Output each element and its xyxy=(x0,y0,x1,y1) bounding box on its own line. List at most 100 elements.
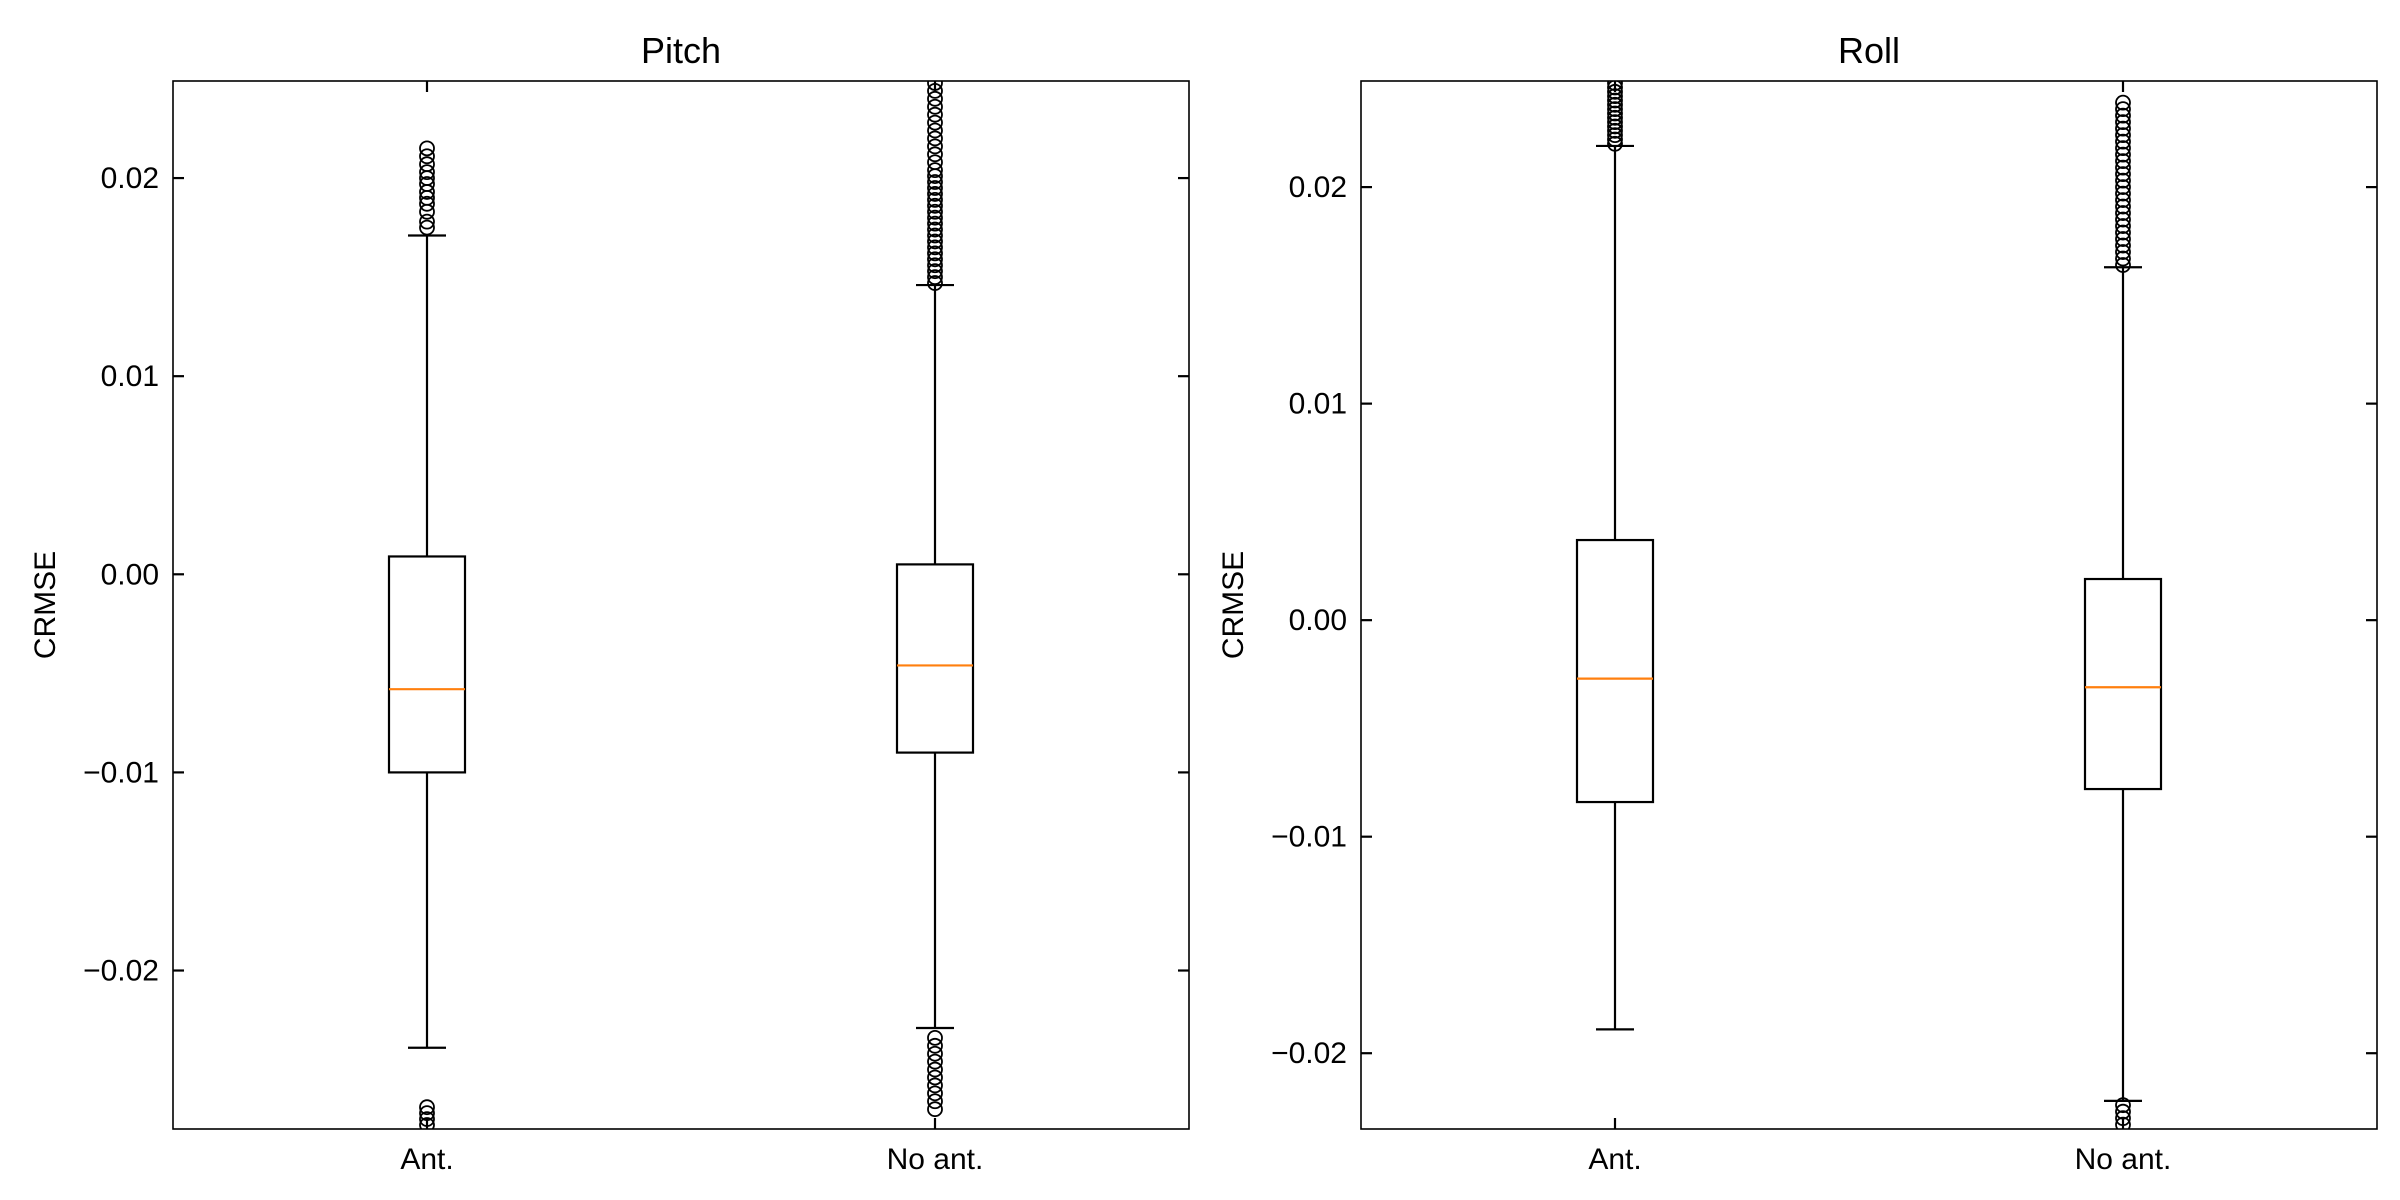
pitch-no-ant-outlier-point xyxy=(927,257,943,274)
pitch-ant-box xyxy=(387,555,467,774)
pitch-no-ant-outlier-point xyxy=(927,197,943,214)
roll-ant-outlier-point xyxy=(1607,105,1623,122)
pitch-no-ant-outlier-point xyxy=(927,221,943,238)
roll-ant-outlier-point xyxy=(1607,81,1623,92)
pitch-no-ant-outlier-point xyxy=(927,1101,943,1118)
roll-no-ant-outlier-point xyxy=(2115,224,2131,241)
roll-y-axis-label: CRMSE xyxy=(1217,551,1250,659)
roll-ant-outlier-point xyxy=(1607,118,1623,135)
pitch-no-ant-outlier-point xyxy=(927,1029,943,1046)
pitch-y-tick-label: 0.00 xyxy=(101,558,159,591)
roll-no-ant-outlier-point xyxy=(2115,146,2131,163)
roll-no-ant-outlier-point xyxy=(2115,159,2131,176)
roll-y-tick-label: 0.01 xyxy=(1289,388,1347,421)
pitch-y-tick-label: −0.02 xyxy=(83,955,159,988)
pitch-no-ant-outlier-point xyxy=(927,180,943,196)
pitch-ant-outlier-point xyxy=(419,1111,435,1127)
pitch-ant-outlier-point xyxy=(419,176,435,192)
roll-no-ant-outlier-point xyxy=(2115,237,2131,254)
pitch-no-ant-outlier-point xyxy=(927,1045,943,1062)
pitch-ant-outlier-point xyxy=(419,140,435,157)
pitch-no-ant-outlier-point xyxy=(927,1085,943,1102)
pitch-no-ant-outlier-point xyxy=(927,233,943,250)
pitch-no-ant-box xyxy=(895,563,975,754)
roll-no-ant-outlier-point xyxy=(2115,140,2131,157)
pitch-no-ant-outlier-point xyxy=(927,263,943,280)
roll-no-ant-outlier-point xyxy=(2115,127,2131,144)
roll-x-tick-label: Ant. xyxy=(1588,1143,1641,1176)
pitch-no-ant-outlier-point xyxy=(927,186,943,202)
pitch-x-tick-label: No ant. xyxy=(887,1143,984,1176)
pitch-x-tick-label: Ant. xyxy=(400,1143,453,1176)
pitch-no-ant-outlier-point xyxy=(927,269,943,286)
pitch-no-ant-outlier-point xyxy=(927,251,943,268)
roll-no-ant-outlier-point xyxy=(2115,120,2131,137)
roll-no-ant-outlier-point xyxy=(2115,198,2131,215)
pitch-y-tick-label: 0.01 xyxy=(101,360,159,393)
roll-no-ant-outlier-point xyxy=(2115,205,2131,221)
pitch-no-ant-outlier-point xyxy=(927,245,943,262)
roll-ant-outlier-point xyxy=(1607,122,1623,139)
pitch-no-ant-outlier-point xyxy=(927,1093,943,1110)
pitch-ant-outlier-point xyxy=(419,203,435,220)
roll-y-tick-label: 0.02 xyxy=(1289,171,1347,204)
roll-y-tick-label: −0.02 xyxy=(1271,1037,1347,1070)
roll-no-ant-outlier-point xyxy=(2115,244,2131,260)
pitch-no-ant-outlier-point xyxy=(927,114,943,131)
pitch-no-ant-outlier-point xyxy=(927,122,943,139)
pitch-y-axis-label: CRMSE xyxy=(29,551,62,659)
roll-ant-outlier-point xyxy=(1607,114,1623,131)
roll-chart-title: Roll xyxy=(1838,30,1900,71)
pitch-no-ant-outlier-point xyxy=(927,83,943,99)
pitch-no-ant-outlier-point xyxy=(927,209,943,226)
pitch-ant-outlier-point xyxy=(419,156,435,173)
pitch-no-ant-outlier-point xyxy=(927,239,943,256)
pitch-no-ant-outlier-point xyxy=(927,106,943,123)
roll-no-ant-outlier-point xyxy=(2115,1103,2131,1120)
pitch-y-tick-label: 0.02 xyxy=(101,162,159,195)
pitch-no-ant-outlier-point xyxy=(927,174,943,190)
pitch-no-ant-outlier-point xyxy=(927,98,943,115)
pitch-ant-outlier-point xyxy=(419,1105,435,1122)
roll-no-ant-outlier-point xyxy=(2115,185,2131,202)
roll-ant-outlier-point xyxy=(1607,92,1623,109)
roll-y-tick-label: −0.01 xyxy=(1271,821,1347,854)
pitch-no-ant-outlier-point xyxy=(927,1037,943,1054)
roll-no-ant-outlier-point xyxy=(2115,257,2131,273)
roll-no-ant-outlier-point xyxy=(2115,114,2131,131)
pitch-chart-title: Pitch xyxy=(641,30,721,71)
pitch-no-ant-outlier-point xyxy=(927,215,943,232)
roll-ant-outlier-point xyxy=(1607,127,1623,144)
roll-ant-outlier-point xyxy=(1607,101,1623,118)
roll-no-ant-outlier-point xyxy=(2115,133,2131,150)
roll-no-ant-outlier-point xyxy=(2115,179,2131,195)
roll-ant-outlier-point xyxy=(1607,131,1623,148)
pitch-no-ant-outlier-point xyxy=(927,154,943,171)
roll-no-ant-outlier-point xyxy=(2115,250,2131,267)
roll-no-ant-outlier-point xyxy=(2115,107,2131,124)
roll-no-ant-outlier-point xyxy=(2115,1110,2131,1127)
pitch-no-ant-outlier-point xyxy=(927,191,943,208)
roll-ant-outlier-point xyxy=(1607,88,1623,105)
pitch-no-ant-outlier-point xyxy=(927,275,943,291)
roll-no-ant-outlier-point xyxy=(2115,101,2131,118)
roll-ant-outlier-point xyxy=(1607,135,1623,152)
pitch-ant-outlier-point xyxy=(419,148,435,165)
roll-ant-outlier-point xyxy=(1607,83,1623,100)
roll-ant-outlier-point xyxy=(1607,96,1623,113)
pitch-no-ant-outlier-point xyxy=(927,1053,943,1070)
roll-no-ant-outlier-point xyxy=(2115,1097,2131,1114)
pitch-no-ant-outlier-point xyxy=(927,227,943,244)
pitch-ant-outlier-point xyxy=(419,213,435,230)
pitch-no-ant-outlier-point xyxy=(927,146,943,163)
roll-no-ant-outlier-point xyxy=(2115,166,2131,183)
pitch-no-ant-outlier-point xyxy=(927,1077,943,1094)
pitch-no-ant-outlier-point xyxy=(927,1061,943,1078)
roll-ant-outlier-point xyxy=(1607,81,1623,96)
roll-no-ant-box xyxy=(2083,577,2163,791)
pitch-ant-outlier-point xyxy=(419,164,435,181)
pitch-no-ant-outlier-point xyxy=(927,130,943,147)
pitch-no-ant-outlier-point xyxy=(927,81,943,91)
pitch-ant-outlier-point xyxy=(419,195,435,212)
